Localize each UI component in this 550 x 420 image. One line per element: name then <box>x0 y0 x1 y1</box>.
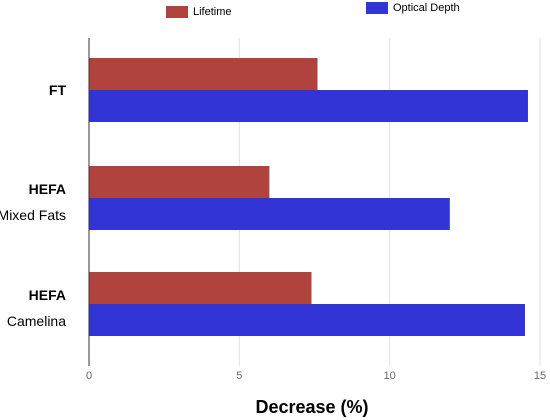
bar-lifetime <box>89 58 318 90</box>
category-label: HEFA <box>29 287 66 303</box>
x-tick-label: 0 <box>86 370 92 382</box>
legend-swatch <box>366 2 388 14</box>
legend-label: Lifetime <box>193 6 232 18</box>
x-tick-label: 15 <box>534 370 546 382</box>
x-axis-title: Decrease (%) <box>255 397 368 417</box>
category-label: Mixed Fats <box>0 207 66 223</box>
bar-optical-depth <box>89 198 450 230</box>
x-tick-label: 5 <box>236 370 242 382</box>
category-label: Camelina <box>7 313 66 329</box>
bar-lifetime <box>89 166 270 198</box>
legend-label: Optical Depth <box>393 2 460 14</box>
legend-swatch <box>166 6 188 18</box>
bar-optical-depth <box>89 304 525 336</box>
bar-lifetime <box>89 272 312 304</box>
x-tick-label: 10 <box>384 370 396 382</box>
category-label: FT <box>49 82 67 98</box>
category-label: HEFA <box>29 181 66 197</box>
bar-optical-depth <box>89 90 528 122</box>
